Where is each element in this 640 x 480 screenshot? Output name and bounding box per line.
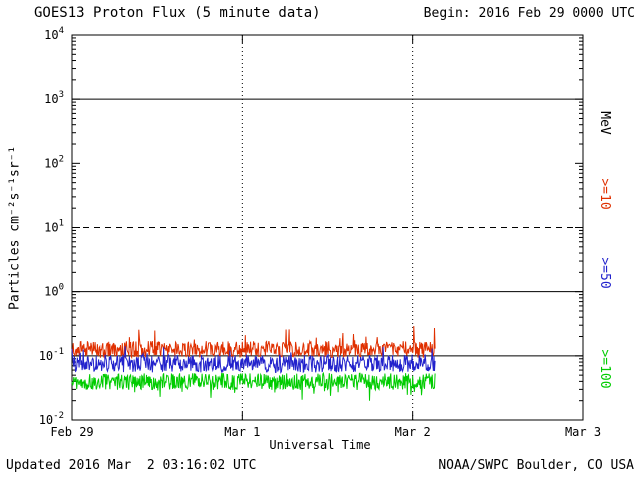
credit-label: NOAA/SWPC Boulder, CO USA (438, 458, 634, 473)
updated-timestamp: Updated 2016 Mar 2 03:16:02 UTC (6, 458, 257, 473)
right-axis-label-50: >=50 (597, 257, 612, 289)
y-tick-label: 10-2 (39, 411, 64, 427)
trace-100-mev (71, 371, 436, 401)
y-tick-label: 101 (44, 219, 64, 235)
y-tick-label: 104 (44, 26, 64, 42)
trace-50-mev (71, 346, 436, 374)
y-tick-label: 10-1 (39, 347, 64, 363)
chart-title: GOES13 Proton Flux (5 minute data) (34, 5, 321, 21)
x-tick-label: Mar 2 (395, 425, 431, 439)
y-tick-label: 102 (44, 154, 64, 170)
x-axis-label: Universal Time (269, 438, 371, 452)
trace-10-mev (71, 325, 436, 360)
y-tick-label: 103 (44, 90, 64, 106)
y-tick-label: 100 (44, 283, 64, 299)
begin-timestamp: Begin: 2016 Feb 29 0000 UTC (423, 6, 635, 21)
right-axis-label-10: >=10 (597, 178, 612, 210)
x-tick-label: Mar 1 (224, 425, 260, 439)
x-tick-label: Mar 3 (565, 425, 601, 439)
y-axis-label: Particles cm⁻²s⁻¹sr⁻¹ (7, 145, 23, 310)
right-axis-label-mev: MeV (597, 111, 612, 135)
right-axis-label-100: >=100 (597, 349, 612, 389)
plot-border (71, 34, 584, 421)
x-tick-label: Feb 29 (50, 425, 93, 439)
